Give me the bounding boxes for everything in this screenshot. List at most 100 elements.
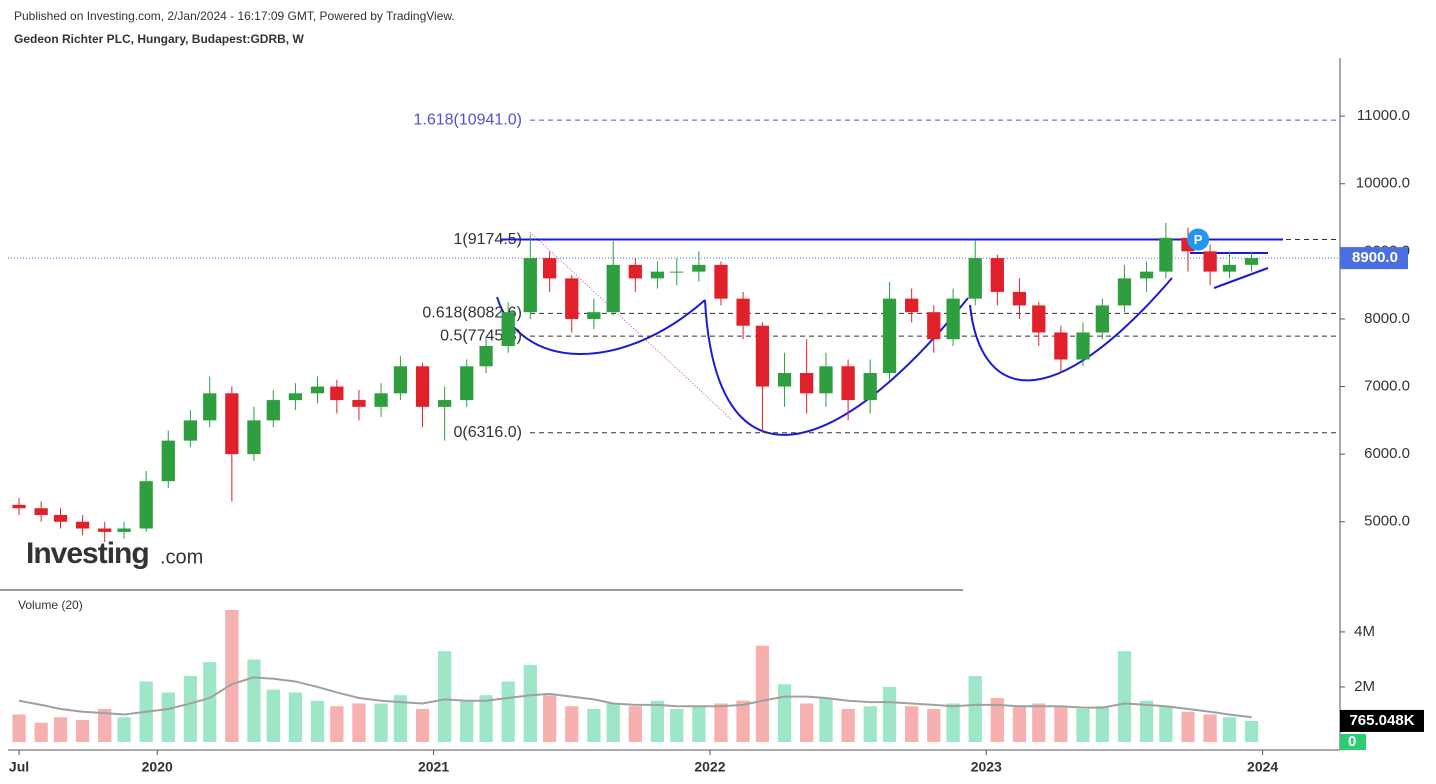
candle-body xyxy=(161,440,175,482)
volume-bar xyxy=(501,681,515,742)
candle-body xyxy=(990,258,1004,292)
candle-body xyxy=(692,264,706,272)
volume-bar xyxy=(670,708,684,742)
candle-body xyxy=(755,325,770,387)
volume-bar xyxy=(863,706,877,742)
last-volume-tag xyxy=(1340,709,1424,732)
candle-body xyxy=(75,521,90,529)
fib-label: 1(9174.5) xyxy=(454,231,523,248)
last-price-tag xyxy=(1340,247,1408,270)
fib-label: 0.5(7745.3) xyxy=(440,327,522,344)
volume-bar xyxy=(352,703,366,742)
candle-body xyxy=(863,373,877,401)
volume-bar xyxy=(1095,706,1109,742)
candle-body xyxy=(565,278,579,319)
symbol-line: Gedeon Richter PLC, Hungary, Budapest:GD… xyxy=(14,32,304,46)
volume-bar xyxy=(183,675,198,742)
published-line: Published on Investing.com, 2/Jan/2024 -… xyxy=(14,9,455,23)
candle-body xyxy=(714,264,728,299)
y-tick-label: 11000.0 xyxy=(1357,107,1410,124)
volume-bar xyxy=(203,662,217,742)
volume-bar xyxy=(990,697,1004,742)
candle-body xyxy=(183,420,198,441)
volume-bar xyxy=(587,708,601,742)
last-volume-label: 765.048K xyxy=(1349,712,1414,729)
candle-body xyxy=(1222,264,1237,272)
marker-label: P xyxy=(1194,232,1203,247)
fib-label: 0.618(8082.6) xyxy=(422,305,522,322)
candle-body xyxy=(905,298,919,313)
candle-body xyxy=(288,393,303,401)
volume-bar xyxy=(1181,711,1195,742)
candle-body xyxy=(841,366,855,401)
y-tick-label: 10000.0 xyxy=(1356,175,1410,192)
candle-body xyxy=(1076,332,1090,360)
volume-bar xyxy=(415,708,430,742)
volume-bar xyxy=(714,703,728,742)
candle-body xyxy=(139,481,153,529)
volume-bar xyxy=(12,714,26,742)
marker-circle xyxy=(1187,228,1210,251)
candle-body xyxy=(927,312,941,340)
volume-title: Volume (20) xyxy=(18,598,83,612)
candle-body xyxy=(203,393,217,421)
candle-body xyxy=(330,386,344,401)
right-shoulder-arc xyxy=(969,277,1173,382)
logo: Investing .com xyxy=(26,537,203,570)
volume-bar xyxy=(968,675,982,742)
fib-trend-line xyxy=(529,231,733,421)
volume-bar xyxy=(565,706,579,742)
volume-bar xyxy=(374,703,388,742)
head-arc xyxy=(704,297,969,436)
candle-body xyxy=(1095,305,1109,333)
volume-bar xyxy=(1076,708,1090,742)
candle-body xyxy=(437,400,452,407)
volume-bar xyxy=(905,706,919,742)
candle-body xyxy=(53,514,68,522)
volume-bar xyxy=(1139,700,1154,742)
volume-bar xyxy=(777,684,792,742)
x-tick-label: 2023 xyxy=(971,759,1002,775)
last-price-label: 8900.0 xyxy=(1352,249,1398,266)
candle-body xyxy=(800,373,814,394)
volume-bar xyxy=(1222,717,1237,742)
candle-body xyxy=(266,400,280,421)
volume-bar xyxy=(1203,714,1217,742)
candle-body xyxy=(777,373,792,387)
volume-ma xyxy=(18,676,1252,719)
candle-body xyxy=(650,271,665,279)
volume-bar xyxy=(161,692,175,742)
volume-bar xyxy=(393,695,408,742)
volume-bar xyxy=(98,708,112,742)
candle-body xyxy=(460,366,474,401)
candle-body xyxy=(1159,237,1173,272)
volume-bar xyxy=(53,717,68,742)
volume-bar xyxy=(628,706,642,742)
volume-bar xyxy=(819,697,833,742)
volume-bar xyxy=(736,700,750,742)
candle-body xyxy=(1117,278,1132,306)
candle-body xyxy=(352,400,366,407)
volume-bar xyxy=(266,689,280,742)
candle-body xyxy=(374,393,388,407)
volume-tick-label: 2M xyxy=(1354,678,1375,695)
candle-body xyxy=(12,504,26,509)
candle-body xyxy=(523,258,537,313)
volume-bar xyxy=(543,695,557,742)
y-tick-label: 7000.0 xyxy=(1364,378,1410,395)
volume-bar xyxy=(1012,706,1027,742)
x-tick-label: Jul xyxy=(9,759,29,775)
x-tick-label: 2022 xyxy=(694,759,725,775)
volume-bar xyxy=(523,664,537,742)
volume-bar xyxy=(650,700,665,742)
candle-body xyxy=(670,271,684,273)
volume-tick-label: 4M xyxy=(1354,623,1375,640)
volume-bar xyxy=(34,722,48,742)
candle-body xyxy=(968,258,982,299)
fib-label: 0(6316.0) xyxy=(454,424,523,441)
candle-body xyxy=(587,312,601,319)
y-tick-label: 6000.0 xyxy=(1364,445,1410,462)
volume-bar xyxy=(1032,703,1046,742)
logo-name: Investing xyxy=(26,537,149,570)
